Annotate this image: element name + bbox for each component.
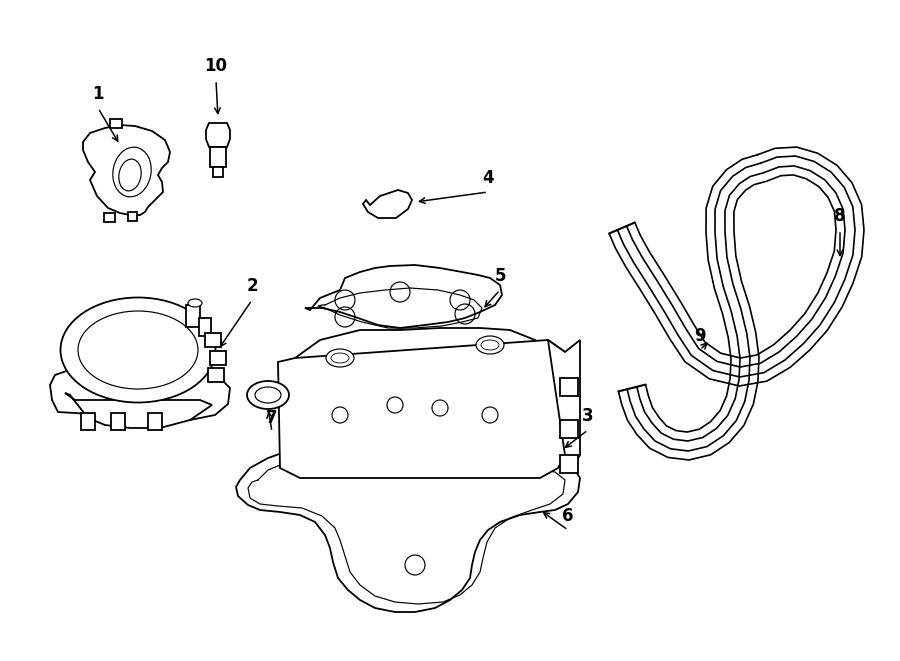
Ellipse shape <box>188 299 202 307</box>
Polygon shape <box>278 340 565 478</box>
Text: 4: 4 <box>482 169 494 187</box>
Polygon shape <box>206 123 230 147</box>
Polygon shape <box>560 420 578 438</box>
Polygon shape <box>111 413 125 430</box>
Polygon shape <box>83 125 170 215</box>
Polygon shape <box>272 390 282 405</box>
Polygon shape <box>128 212 137 221</box>
Polygon shape <box>213 167 223 177</box>
Polygon shape <box>548 340 580 468</box>
Text: 6: 6 <box>562 507 574 525</box>
Polygon shape <box>50 368 230 420</box>
Polygon shape <box>305 265 502 328</box>
Text: 2: 2 <box>247 277 257 295</box>
Text: 5: 5 <box>494 267 506 285</box>
Polygon shape <box>110 119 122 128</box>
Text: 1: 1 <box>92 85 104 103</box>
Polygon shape <box>104 213 115 222</box>
Text: 8: 8 <box>834 207 846 225</box>
Polygon shape <box>560 455 578 473</box>
Polygon shape <box>236 448 580 612</box>
Polygon shape <box>199 318 211 336</box>
Polygon shape <box>186 305 200 327</box>
Polygon shape <box>210 147 226 167</box>
Ellipse shape <box>60 297 215 403</box>
Polygon shape <box>148 413 162 430</box>
Polygon shape <box>205 333 221 347</box>
Polygon shape <box>208 368 224 382</box>
Polygon shape <box>81 413 95 430</box>
Ellipse shape <box>326 349 354 367</box>
Polygon shape <box>210 351 226 365</box>
Ellipse shape <box>476 336 504 354</box>
Text: 10: 10 <box>204 57 228 75</box>
Text: 9: 9 <box>694 327 706 345</box>
Polygon shape <box>363 190 412 218</box>
Text: 7: 7 <box>266 409 278 427</box>
Polygon shape <box>295 328 548 370</box>
Polygon shape <box>65 393 212 428</box>
Ellipse shape <box>247 381 289 409</box>
Text: 3: 3 <box>582 407 594 425</box>
Polygon shape <box>560 378 578 396</box>
